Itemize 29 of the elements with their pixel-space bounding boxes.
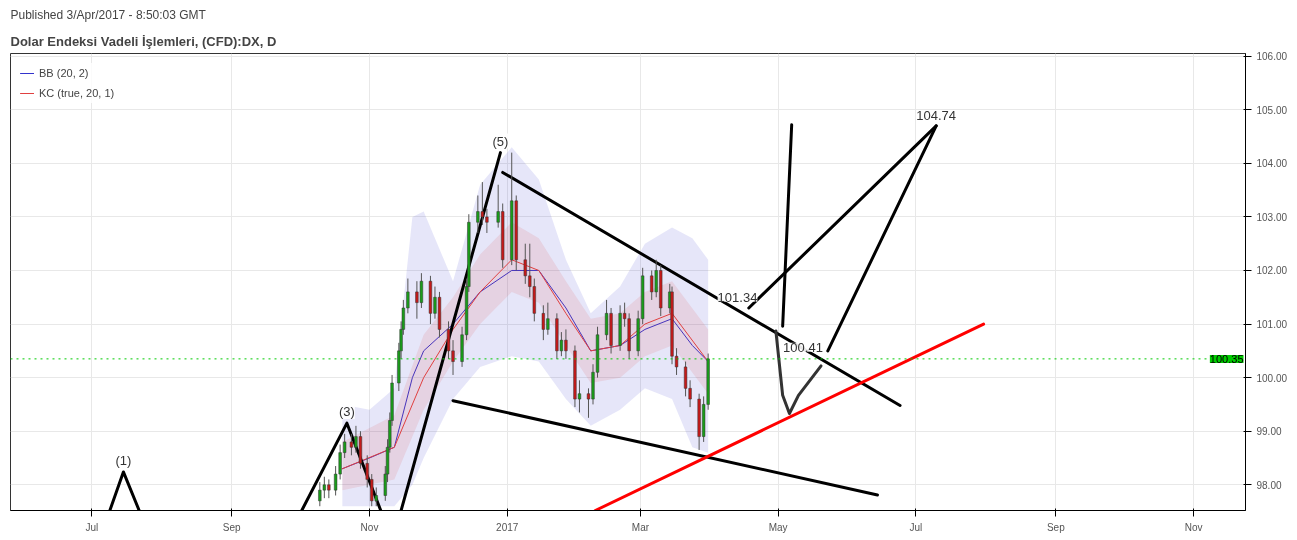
text: Published 3/Apr/2017 - 8:50:03 GMT xyxy=(10,7,207,22)
y-tick-label: 103.00 xyxy=(1256,211,1288,223)
x-tick-label: Nov xyxy=(360,521,379,533)
x-tick-label: 2017 xyxy=(496,521,519,533)
x-tick-label: Sep xyxy=(222,521,242,533)
x-tick-label: Mar xyxy=(631,521,650,533)
y-tick-label: 99.00 xyxy=(1256,426,1282,438)
y-tick-label: 104.00 xyxy=(1256,158,1288,170)
x-tick-label: May xyxy=(768,521,788,533)
y-tick-label: 98.00 xyxy=(1256,479,1282,491)
annotation: (1) xyxy=(115,452,132,468)
y-tick-label: 102.00 xyxy=(1256,265,1288,277)
y-tick-label: 105.00 xyxy=(1256,104,1288,116)
legend-label: KC (true, 20, 1) xyxy=(39,87,115,99)
chart-title: Dolar Endeksi Vadeli İşlemleri, (CFD):DX, D xyxy=(10,33,277,49)
y-tick-label: 106.00 xyxy=(1256,51,1288,63)
x-tick-label: Sep xyxy=(1046,521,1066,533)
annotation: (3) xyxy=(338,404,355,420)
y-tick-label: 100.00 xyxy=(1256,372,1288,384)
annotation: (5) xyxy=(492,133,509,149)
annotation: 101.34 xyxy=(717,289,758,305)
y-tick-label: 101.00 xyxy=(1256,319,1288,331)
annotation: 104.74 xyxy=(916,107,957,123)
x-tick-label: Jul xyxy=(909,521,923,533)
x-tick-label: Nov xyxy=(1184,521,1203,533)
x-tick-label: Jul xyxy=(85,521,99,533)
annotation: 100.41 xyxy=(783,339,823,355)
legend-label: BB (20, 2) xyxy=(39,67,89,79)
ref-line-label: 100.35 xyxy=(1209,352,1244,365)
